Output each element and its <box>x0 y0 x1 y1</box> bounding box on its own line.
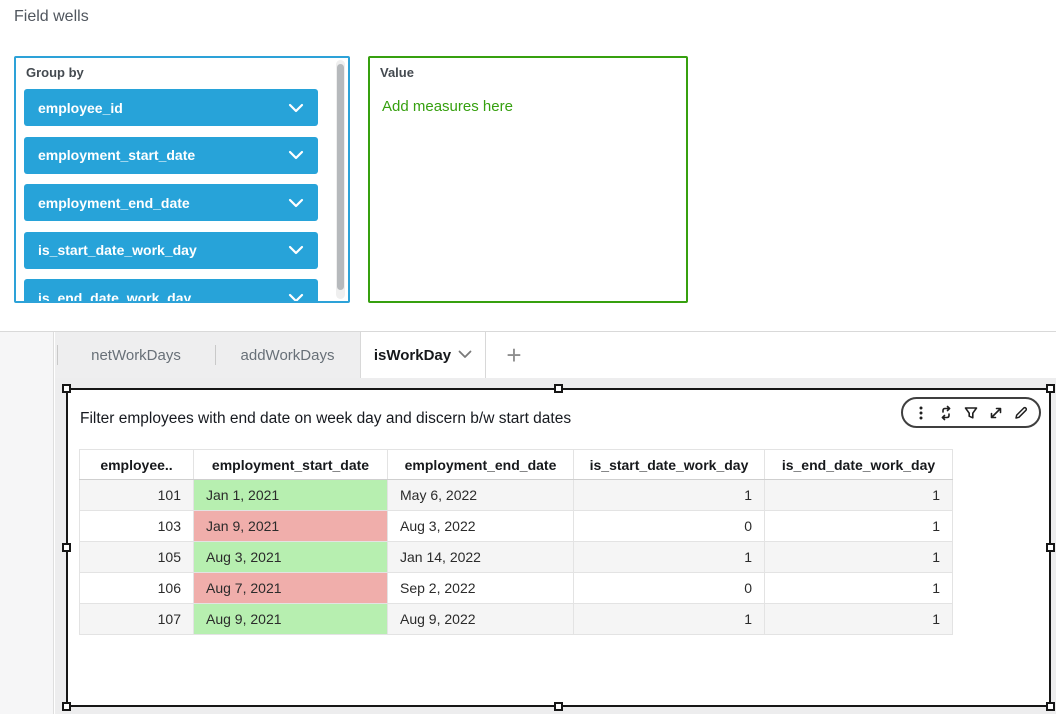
visual-title: Filter employees with end date on week d… <box>80 410 572 427</box>
cell-start-date[interactable]: Aug 3, 2021 <box>193 541 388 573</box>
field-pill-is-end-date-work-day[interactable]: is_end_date_work_day <box>24 279 318 303</box>
value-label: Value <box>380 65 414 80</box>
cell-employee-id[interactable]: 101 <box>79 479 194 511</box>
filter-icon[interactable] <box>962 404 980 422</box>
cell-end-date[interactable]: Jan 14, 2022 <box>387 541 574 573</box>
table-row: 107 Aug 9, 2021 Aug 9, 2022 1 1 <box>79 603 953 635</box>
add-sheet-button[interactable]: + <box>491 332 537 378</box>
cell-start-date[interactable]: Jan 9, 2021 <box>193 510 388 542</box>
field-pill-label: is_start_date_work_day <box>38 242 197 258</box>
selection-handle-sw[interactable] <box>62 702 71 711</box>
visual-card[interactable]: Filter employees with end date on week d… <box>62 384 1055 711</box>
cell-employee-id[interactable]: 107 <box>79 603 194 635</box>
table-row: 101 Jan 1, 2021 May 6, 2022 1 1 <box>79 479 953 511</box>
left-rail <box>0 332 54 714</box>
selection-handle-n[interactable] <box>554 384 563 393</box>
data-table: employee.. employment_start_date employm… <box>79 449 953 635</box>
field-pill-label: is_end_date_work_day <box>38 289 192 303</box>
group-by-well[interactable]: Group by employee_id employment_start_da… <box>14 56 350 303</box>
field-pill-is-start-date-work-day[interactable]: is_start_date_work_day <box>24 231 318 269</box>
value-well[interactable]: Value Add measures here <box>368 56 688 303</box>
selection-handle-nw[interactable] <box>62 384 71 393</box>
inactive-tabs-block <box>55 332 360 378</box>
field-pill-employment-start-date[interactable]: employment_start_date <box>24 136 318 174</box>
col-header-employee-id[interactable]: employee.. <box>79 449 194 480</box>
sheet-tab-strip: netWorkDays addWorkDays isWorkDay + <box>55 332 1056 378</box>
field-pill-label: employee_id <box>38 99 123 116</box>
selection-handle-e[interactable] <box>1046 543 1055 552</box>
cell-employee-id[interactable]: 106 <box>79 572 194 604</box>
group-by-scrollbar-thumb[interactable] <box>337 64 344 290</box>
selection-handle-w[interactable] <box>62 543 71 552</box>
cell-employee-id[interactable]: 103 <box>79 510 194 542</box>
cell-employee-id[interactable]: 105 <box>79 541 194 573</box>
cell-start-date[interactable]: Aug 7, 2021 <box>193 572 388 604</box>
field-pill-employee-id[interactable]: employee_id <box>24 89 318 126</box>
table-header-row: employee.. employment_start_date employm… <box>79 449 953 480</box>
edit-icon[interactable] <box>1012 404 1030 422</box>
cell-start-date[interactable]: Aug 9, 2021 <box>193 603 388 635</box>
table-row: 103 Jan 9, 2021 Aug 3, 2022 0 1 <box>79 510 953 542</box>
selection-handle-se[interactable] <box>1046 702 1055 711</box>
cell-end-date[interactable]: Sep 2, 2022 <box>387 572 574 604</box>
col-header-employment-end-date[interactable]: employment_end_date <box>387 449 574 480</box>
plus-icon: + <box>506 339 522 370</box>
cell-start-date[interactable]: Jan 1, 2021 <box>193 479 388 511</box>
tab-separator <box>215 345 216 365</box>
section-divider <box>0 331 1056 332</box>
chevron-down-icon[interactable] <box>288 245 304 255</box>
menu-options-icon[interactable] <box>912 404 930 422</box>
cell-is-end-work-day[interactable]: 1 <box>764 510 953 542</box>
selection-handle-ne[interactable] <box>1046 384 1055 393</box>
cell-is-start-work-day[interactable]: 1 <box>573 479 765 511</box>
tab-label: isWorkDay <box>373 346 452 364</box>
chevron-down-icon[interactable] <box>288 103 304 113</box>
cell-is-end-work-day[interactable]: 1 <box>764 603 953 635</box>
cell-is-end-work-day[interactable]: 1 <box>764 479 953 511</box>
field-pill-label: employment_end_date <box>38 194 190 211</box>
cell-end-date[interactable]: Aug 3, 2022 <box>387 510 574 542</box>
tab-addworkdays[interactable]: addWorkDays <box>215 332 360 378</box>
table-row: 106 Aug 7, 2021 Sep 2, 2022 0 1 <box>79 572 953 604</box>
table-row: 105 Aug 3, 2021 Jan 14, 2022 1 1 <box>79 541 953 573</box>
chevron-down-icon[interactable] <box>288 198 304 208</box>
group-by-scrollbar-track[interactable] <box>336 60 345 299</box>
cell-is-start-work-day[interactable]: 1 <box>573 603 765 635</box>
field-wells-title: Field wells <box>14 8 89 25</box>
chevron-down-icon[interactable] <box>288 293 304 301</box>
on-visual-toolbar <box>901 397 1041 428</box>
cell-end-date[interactable]: Aug 9, 2022 <box>387 603 574 635</box>
group-by-label: Group by <box>26 65 84 80</box>
tab-separator <box>57 345 58 365</box>
col-header-is-start-date-work-day[interactable]: is_start_date_work_day <box>573 449 765 480</box>
tab-isworkday-active[interactable]: isWorkDay <box>360 332 486 378</box>
col-header-employment-start-date[interactable]: employment_start_date <box>193 449 388 480</box>
chevron-down-icon[interactable] <box>288 150 304 160</box>
sort-icon[interactable] <box>937 404 955 422</box>
chevron-down-icon[interactable] <box>458 346 472 364</box>
tab-label: netWorkDays <box>91 346 181 364</box>
col-header-is-end-date-work-day[interactable]: is_end_date_work_day <box>764 449 953 480</box>
add-measures-placeholder: Add measures here <box>382 98 513 115</box>
cell-is-end-work-day[interactable]: 1 <box>764 572 953 604</box>
cell-is-start-work-day[interactable]: 1 <box>573 541 765 573</box>
cell-is-start-work-day[interactable]: 0 <box>573 572 765 604</box>
cell-is-start-work-day[interactable]: 0 <box>573 510 765 542</box>
maximize-icon[interactable] <box>987 404 1005 422</box>
tab-label: addWorkDays <box>240 346 335 364</box>
field-pill-label: employment_start_date <box>38 147 196 163</box>
tab-networkdays[interactable]: netWorkDays <box>57 332 215 378</box>
selection-handle-s[interactable] <box>554 702 563 711</box>
cell-is-end-work-day[interactable]: 1 <box>764 541 953 573</box>
field-pill-employment-end-date[interactable]: employment_end_date <box>24 184 318 221</box>
cell-end-date[interactable]: May 6, 2022 <box>387 479 574 511</box>
